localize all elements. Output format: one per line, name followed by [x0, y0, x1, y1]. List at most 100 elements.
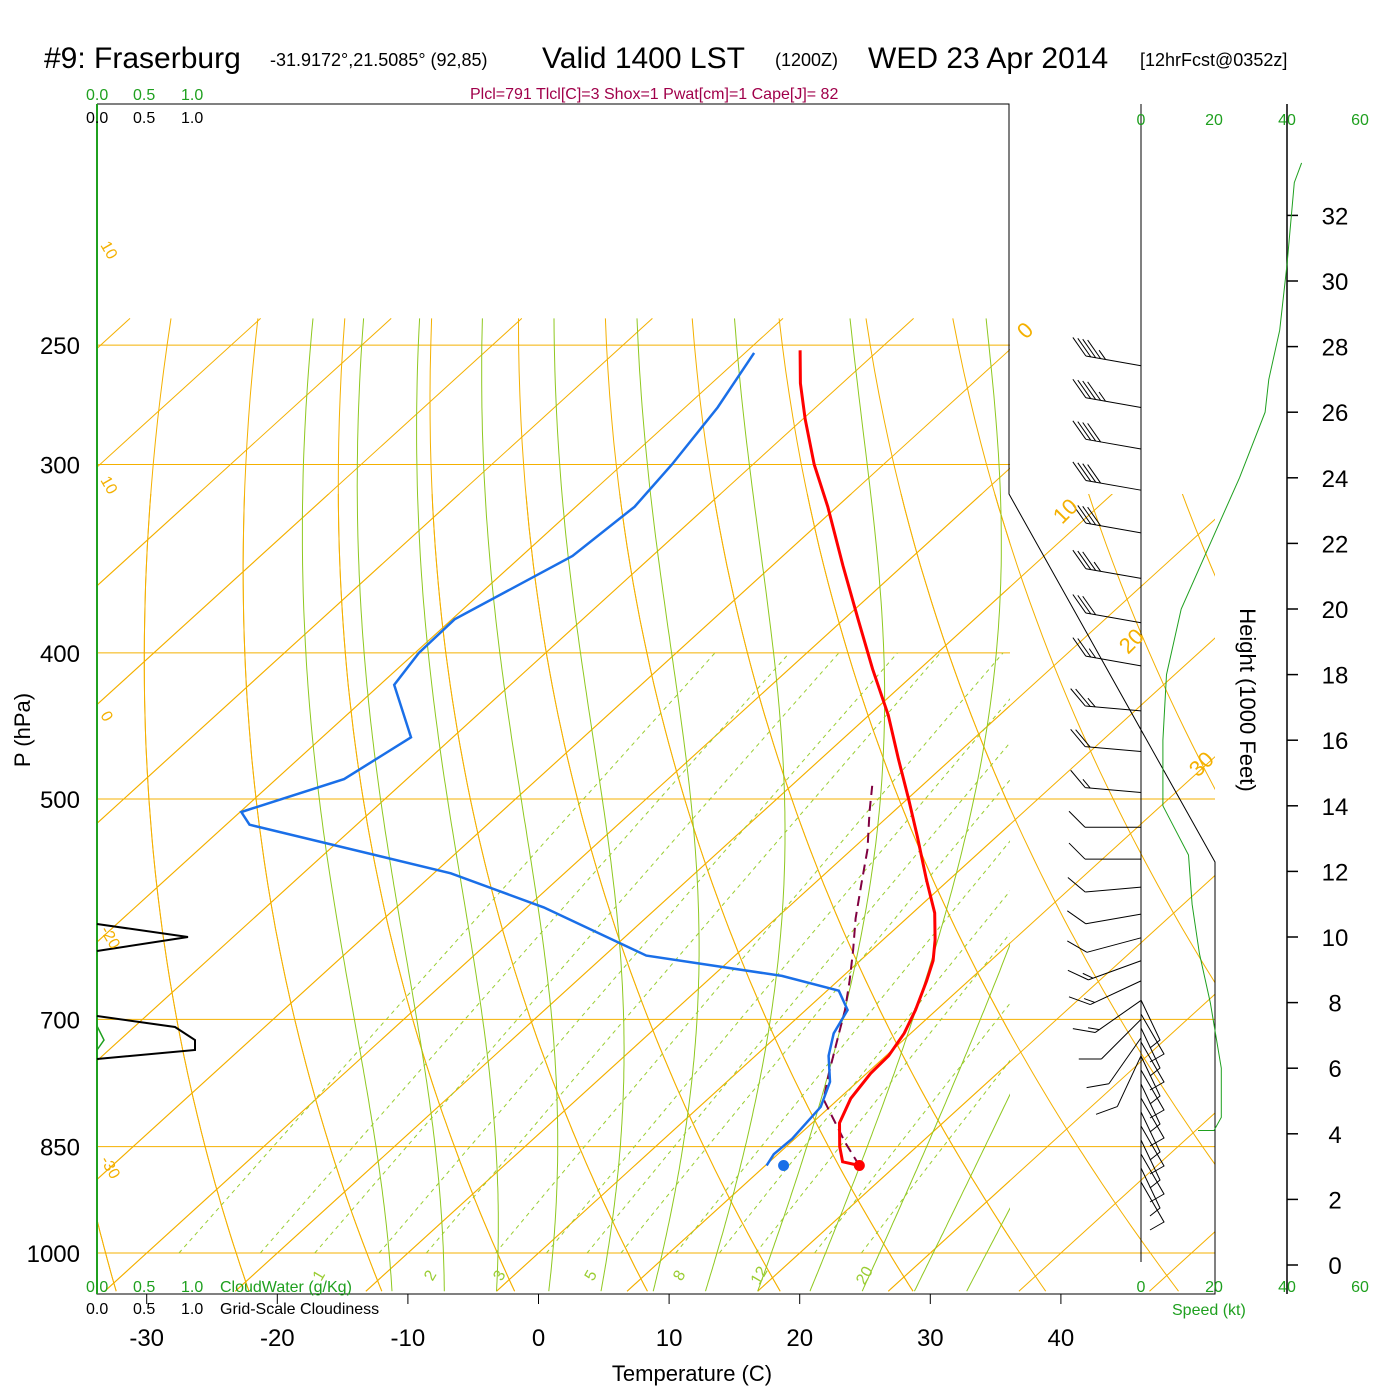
y-axis-label: P (hPa) — [10, 693, 35, 767]
barb-half-flag — [1082, 779, 1091, 789]
barb-flag — [1087, 381, 1102, 401]
barb-half-flag — [1083, 998, 1095, 1003]
barb-staff — [1085, 438, 1142, 450]
barb-flag — [1072, 1028, 1096, 1034]
height-tick-label: 6 — [1328, 1056, 1341, 1083]
barb-flag — [1072, 594, 1087, 614]
wind-barb — [1070, 728, 1142, 753]
barb-flag — [1082, 338, 1097, 359]
cloudiness-bottom-tick-0: 0.0 — [86, 1301, 108, 1318]
sounding-traces — [239, 350, 937, 1172]
wind-barb — [1072, 594, 1142, 624]
height-tick-label: 26 — [1322, 400, 1349, 427]
barb-flag — [1067, 877, 1086, 893]
isotherm-lower-50 — [1149, 1230, 1215, 1292]
wind-barb — [1068, 980, 1142, 1006]
pressure-tick-label: 1000 — [27, 1241, 80, 1268]
barb-flag — [1077, 595, 1092, 615]
barb-staff — [1085, 355, 1142, 367]
cloudiness-trace-lower — [96, 1015, 196, 1060]
wind-barb-panel — [1067, 104, 1165, 1262]
cloudwater-tick-2: 1.0 — [181, 87, 203, 104]
height-tick-label: 14 — [1322, 794, 1349, 821]
barb-flag — [1068, 810, 1086, 828]
surface-temperature-dot — [853, 1160, 865, 1172]
barb-flag — [1087, 506, 1102, 527]
mixing-ratio-6 — [620, 779, 1010, 1254]
moist-adiabat-20 — [757, 318, 886, 1292]
barb-staff — [1108, 1037, 1142, 1085]
barb-flag — [1077, 505, 1092, 525]
speed-tick-label: 40 — [1278, 1279, 1296, 1296]
pressure-tick-label: 400 — [40, 641, 80, 668]
dry-adiabat-label: 0 — [97, 709, 116, 725]
isotherm-label: 0 — [1012, 317, 1038, 343]
barb-flag — [1070, 728, 1086, 747]
barb-staff — [1101, 1019, 1142, 1060]
height-tick-label: 4 — [1328, 1122, 1341, 1149]
x-tick-label: -30 — [129, 1325, 164, 1352]
mixing-ratio-label: 12 — [748, 1264, 772, 1288]
barb-flag — [1077, 379, 1092, 399]
isotherm-lower-40 — [1018, 1112, 1215, 1292]
cloudwater-bottom-tick-1: 0.5 — [133, 1279, 155, 1296]
cloudiness-tick-1: 0.5 — [133, 110, 155, 127]
wind-barb — [1072, 1000, 1142, 1034]
dry-adiabat-lower-390 — [1387, 318, 1400, 1291]
pressure-tick-label: 850 — [40, 1135, 80, 1162]
barb-cluster-line — [1140, 1125, 1165, 1175]
x-tick-label: 0 — [532, 1325, 545, 1352]
cloudwater-label: CloudWater (g/Kg) — [220, 1279, 352, 1296]
skew-t-grid: 1 2 3 5 8 12 20 — [97, 318, 1010, 1292]
cloudwater-bottom-tick-2: 1.0 — [181, 1279, 203, 1296]
height-tick-label: 20 — [1322, 597, 1349, 624]
isotherm-20 — [757, 1061, 1010, 1292]
barb-staff — [1085, 746, 1142, 753]
pressure-tick-label: 250 — [40, 333, 80, 360]
cloudiness-tick-0: 0.0 — [86, 110, 108, 127]
barb-staff — [1085, 886, 1142, 893]
wind-barb — [1067, 960, 1142, 981]
moist-adiabat--8 — [301, 318, 393, 1292]
height-tick-label: 28 — [1322, 335, 1349, 362]
barb-cluster-line — [1140, 1167, 1161, 1217]
cloudiness-tick-2: 1.0 — [181, 110, 203, 127]
barb-staff — [1094, 1000, 1142, 1033]
dry-adiabat-label: 10 — [97, 239, 121, 263]
x-tick-label: 10 — [656, 1325, 683, 1352]
wind-barb — [1095, 1055, 1142, 1115]
isotherm--70 — [97, 318, 653, 824]
wind-barb — [1072, 378, 1142, 409]
cloudwater-tick-1: 0.5 — [133, 87, 155, 104]
cloudiness-bottom-tick-2: 1.0 — [181, 1301, 203, 1318]
mixing-ratio-16 — [814, 1002, 1010, 1254]
barb-staff — [1085, 913, 1142, 925]
cloud-panel: 0.0 0.5 1.0 0.0 0.5 1.0 0.0 0.5 1.0 Clou… — [86, 87, 379, 1318]
isotherm--30 — [104, 467, 1010, 1292]
pressure-tick-label: 300 — [40, 452, 80, 479]
temperature-trace — [798, 350, 937, 1167]
isotherm-label: 20 — [1114, 624, 1149, 659]
moist-adiabat--4 — [356, 318, 445, 1292]
barb-half-flag — [1087, 697, 1096, 708]
cloudiness-bottom-tick-1: 0.5 — [133, 1301, 155, 1318]
forecast-date: WED 23 Apr 2014 — [868, 42, 1108, 75]
cloudiness-trace-upper — [96, 923, 189, 952]
barb-half-flag — [1087, 1027, 1100, 1031]
barb-staff — [1090, 980, 1142, 1005]
isotherm-label: 30 — [1184, 747, 1219, 782]
mixing-ratio-label: 8 — [670, 1268, 689, 1284]
barb-flag — [1086, 1083, 1109, 1089]
moist-adiabat-4 — [481, 318, 559, 1292]
isotherm--40 — [97, 348, 1010, 1181]
barb-half-flag — [1093, 561, 1102, 572]
barb-staff — [1086, 937, 1142, 953]
barb-flag — [1067, 940, 1088, 953]
height-tick-label: 18 — [1322, 663, 1349, 690]
wind-barb — [1086, 1037, 1142, 1089]
dry-adiabat-lower-340 — [994, 494, 1215, 984]
barb-staff — [1085, 655, 1142, 667]
wind-barb — [1072, 420, 1142, 450]
